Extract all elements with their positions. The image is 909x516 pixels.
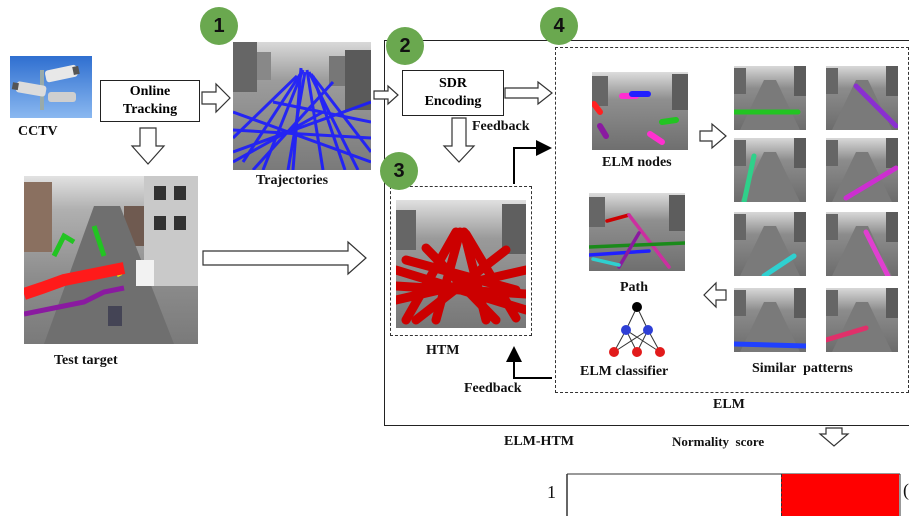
step-badge-3: 3 — [380, 152, 418, 190]
similar-pattern-thumb — [826, 288, 898, 352]
arrow-sdr-to-elm — [504, 80, 553, 106]
arrow-patterns-to-path — [703, 281, 727, 309]
htm-image — [396, 200, 526, 328]
sdr-encoding-line1: SDR — [438, 76, 467, 91]
elm-htm-frame — [384, 40, 909, 426]
test-target-label: Test target — [54, 353, 118, 368]
trajectories-label: Trajectories — [256, 173, 329, 188]
cctv-label: CCTV — [18, 124, 58, 139]
sdr-encoding-line2: Encoding — [424, 94, 482, 109]
elm-classifier-network-icon — [609, 302, 665, 357]
similar-pattern-thumb — [734, 212, 806, 276]
cctv-camera-image — [10, 56, 92, 118]
score-edge-glyph: ( — [903, 480, 909, 500]
htm-frame — [390, 186, 532, 336]
arrow-sdr-to-htm — [442, 117, 476, 163]
sdr-encoding-box: SDR Encoding — [402, 70, 504, 116]
path-label: Path — [620, 280, 648, 295]
similar-pattern-thumb — [826, 212, 898, 276]
similar-pattern-thumb — [734, 66, 806, 130]
similar-pattern-thumb — [826, 138, 898, 202]
score-axis-value: 1 — [547, 482, 556, 502]
feedback-top-label: Feedback — [472, 119, 530, 134]
similar-pattern-thumb — [826, 66, 898, 130]
htm-label: HTM — [426, 343, 460, 358]
elm-label: ELM — [713, 397, 745, 412]
normality-score-bar — [781, 474, 899, 516]
arrow-normality-down — [818, 427, 850, 447]
feedback-bottom-label: Feedback — [464, 381, 522, 396]
arrow-nodes-to-patterns — [699, 122, 727, 150]
trajectories-image — [233, 42, 371, 170]
feedback-arrow-bottom — [506, 346, 552, 379]
feedback-arrow-top — [513, 140, 552, 184]
test-target-image — [24, 176, 198, 344]
elm-htm-label: ELM-HTM — [504, 434, 574, 449]
step-badge-1: 1 — [200, 7, 238, 45]
path-image — [589, 193, 685, 271]
online-tracking-line1: Online — [129, 84, 171, 99]
similar-patterns-label: Similar patterns — [752, 361, 853, 376]
arrow-trajectories-to-sdr — [373, 84, 399, 106]
arrow-tracking-to-test — [130, 127, 166, 165]
step-badge-2: 2 — [386, 27, 424, 65]
online-tracking-box: Online Tracking — [100, 80, 200, 122]
similar-pattern-thumb — [734, 288, 806, 352]
step-badge-4: 4 — [540, 7, 578, 45]
arrow-tracking-to-trajectories — [201, 82, 231, 114]
similar-pattern-thumb — [734, 138, 806, 202]
online-tracking-line2: Tracking — [122, 102, 178, 117]
normality-score-label: Normality score — [672, 434, 765, 449]
arrow-test-to-htm — [202, 240, 367, 276]
elm-nodes-label: ELM nodes — [602, 155, 672, 170]
elm-classifier-label: ELM classifier — [580, 364, 669, 379]
elm-nodes-image — [592, 72, 688, 150]
